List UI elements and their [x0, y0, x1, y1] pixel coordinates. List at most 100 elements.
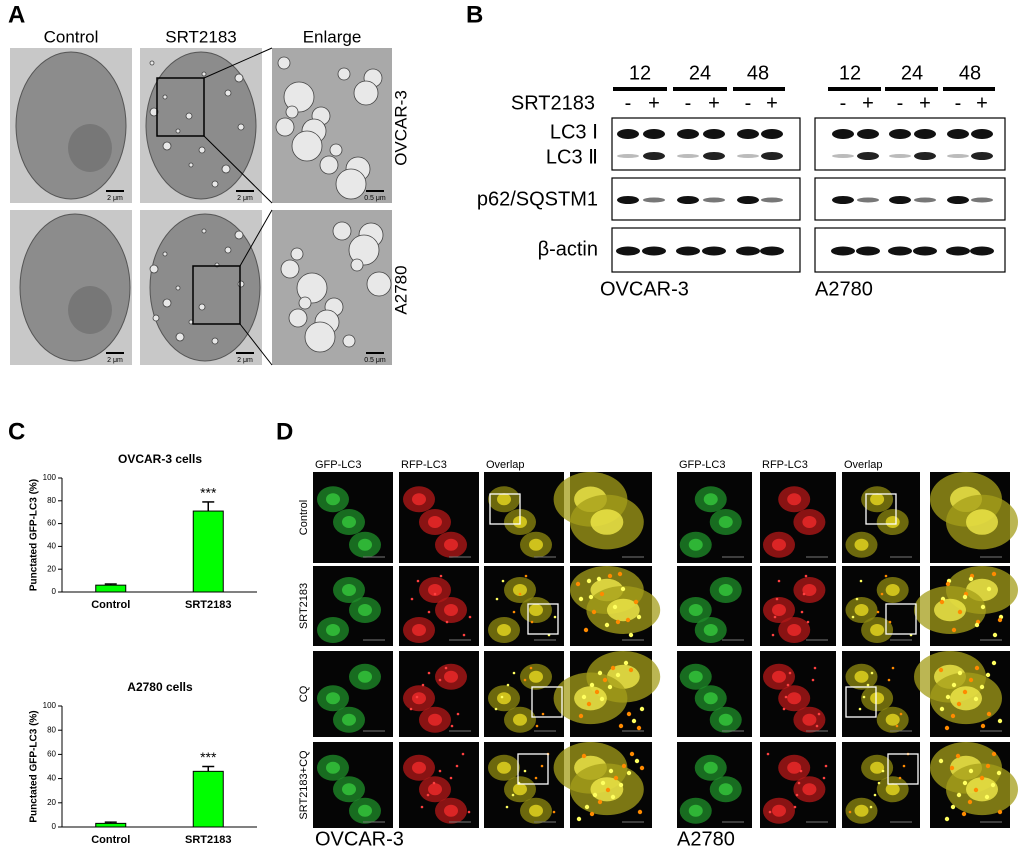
row-label: OVCAR-3 [391, 90, 410, 166]
nucleus-signal [772, 804, 786, 817]
puncta [815, 724, 819, 728]
vacuole [348, 234, 380, 266]
scale-bar-label: 2 μm [237, 357, 253, 364]
column-header: SRT2183 [165, 27, 237, 46]
nucleus-signal [688, 804, 703, 817]
cell-line-label: OVCAR-3 [315, 828, 404, 850]
scale-bar-label: 2 μm [107, 357, 123, 364]
puncta [877, 781, 881, 785]
y-tick-label: 80 [47, 496, 56, 505]
nucleus-signal [703, 493, 718, 506]
puncta [898, 776, 902, 780]
y-tick-label: 100 [43, 701, 57, 710]
blot-frame [814, 227, 1006, 273]
puncta [468, 615, 472, 619]
nucleus-signal [358, 804, 372, 817]
vacuole [353, 80, 379, 106]
vacuole [185, 112, 193, 120]
vacuole [280, 259, 300, 279]
puncta [634, 758, 640, 764]
puncta [445, 620, 449, 624]
puncta [881, 769, 885, 773]
vacuole [337, 67, 351, 81]
channel-header: RFP-LC3 [762, 459, 808, 471]
puncta [541, 712, 545, 716]
blot-frame [611, 117, 801, 171]
nucleus-signal [703, 692, 718, 705]
puncta [951, 627, 957, 633]
puncta [494, 707, 498, 711]
band-actin [856, 246, 880, 256]
scale-bar-label: 2 μm [107, 195, 123, 202]
nucleus-signal [802, 584, 817, 596]
channel-header: GFP-LC3 [679, 459, 725, 471]
puncta [409, 707, 413, 711]
nucleus-signal [966, 509, 998, 535]
puncta [771, 633, 775, 637]
puncta [584, 804, 590, 810]
band-lc3-ii [971, 152, 993, 160]
puncta [628, 667, 634, 673]
vacuole [288, 308, 308, 328]
vacuole [201, 71, 207, 77]
timepoint: 24 [901, 62, 923, 84]
puncta [788, 671, 792, 675]
zoom-box [531, 686, 563, 718]
nucleus-signal [444, 538, 458, 551]
puncta [777, 579, 781, 583]
protein-label: β-actin [538, 238, 598, 260]
nucleus-signal [718, 516, 733, 529]
vacuole [149, 107, 159, 117]
puncta [581, 694, 587, 700]
vacuole [298, 296, 312, 310]
vacuole [329, 143, 343, 157]
puncta [534, 776, 538, 780]
puncta [636, 725, 642, 731]
puncta [800, 610, 804, 614]
puncta [602, 677, 608, 683]
puncta [505, 805, 509, 809]
nucleus-signal [444, 804, 458, 817]
puncta [802, 592, 806, 596]
zoom-line [239, 209, 273, 267]
puncta [512, 671, 516, 675]
puncta [530, 620, 534, 624]
puncta [618, 723, 624, 729]
puncta [957, 609, 963, 615]
treatment-sign: - [625, 92, 632, 114]
puncta [612, 604, 618, 610]
puncta [880, 592, 884, 596]
puncta [578, 596, 584, 602]
nucleus-signal [854, 670, 869, 683]
puncta [581, 753, 587, 759]
vacuole [201, 228, 207, 234]
band-lc3-ii [761, 152, 783, 160]
puncta [990, 782, 996, 788]
nucleus-signal [412, 692, 426, 705]
vacuole [342, 334, 356, 348]
nucleus-signal [718, 584, 733, 596]
nucleus-signal [529, 670, 543, 683]
nucleus-signal [718, 783, 733, 796]
nucleus-signal [590, 509, 624, 535]
puncta [895, 724, 899, 728]
y-axis-label: Punctated GFP-LC3 (%) [29, 479, 40, 591]
puncta [973, 787, 979, 793]
nucleus-signal [854, 804, 869, 817]
puncta [586, 578, 592, 584]
nucleus-signal [854, 604, 869, 616]
nucleus-signal [772, 604, 786, 616]
cell [15, 51, 127, 200]
puncta [610, 794, 616, 800]
band-actin [702, 246, 726, 256]
nucleus-signal [787, 624, 802, 636]
y-tick-label: 40 [47, 542, 56, 551]
condition-label: CQ [298, 685, 310, 702]
puncta [824, 764, 828, 768]
puncta [639, 706, 645, 712]
puncta [626, 711, 632, 717]
puncta [974, 665, 980, 671]
y-tick-label: 100 [43, 473, 57, 482]
vacuole [162, 141, 172, 151]
puncta [625, 617, 631, 623]
